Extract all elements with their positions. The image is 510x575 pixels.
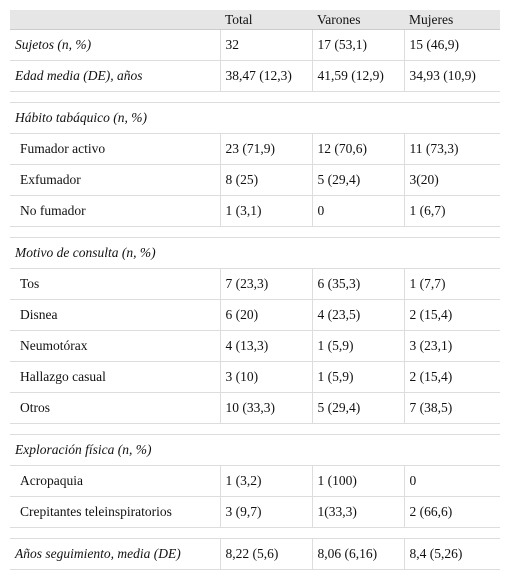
cell: 23 (71,9): [220, 133, 313, 165]
data-row: Hallazgo casual 3 (10) 1 (5,9) 2 (15,4): [10, 361, 500, 393]
cell: 3 (23,1): [404, 330, 500, 362]
spacer-row: [10, 91, 500, 103]
row-label: Tos: [10, 268, 221, 300]
data-row: Sujetos (n, %) 32 17 (53,1) 15 (46,9): [10, 29, 500, 61]
cell: 7 (23,3): [220, 268, 313, 300]
row-label: No fumador: [10, 195, 221, 227]
data-row: Tos 7 (23,3) 6 (35,3) 1 (7,7): [10, 268, 500, 300]
data-table: Total Varones Mujeres Sujetos (n, %) 32 17 (5…: [10, 10, 500, 570]
cell: 4 (23,5): [312, 299, 405, 331]
data-row: Exfumador 8 (25) 5 (29,4) 3(20): [10, 164, 500, 196]
header-cell: [10, 10, 220, 30]
cell: 12 (70,6): [312, 133, 405, 165]
section-title-row: Hábito tabáquico (n, %): [10, 102, 500, 134]
spacer-row: [10, 423, 500, 435]
row-label: Acropaquia: [10, 465, 221, 497]
cell: 3 (10): [220, 361, 313, 393]
table-body: Total Varones Mujeres Sujetos (n, %) 32 17 (5…: [10, 10, 500, 570]
row-label: Edad media (DE), años: [10, 60, 221, 92]
data-row: Otros 10 (33,3) 5 (29,4) 7 (38,5): [10, 392, 500, 424]
section-title-row: Motivo de consulta (n, %): [10, 237, 500, 269]
row-label: Disnea: [10, 299, 221, 331]
cell: 0: [404, 465, 500, 497]
data-row: Crepitantes teleinspiratorios 3 (9,7) 1(33…: [10, 496, 500, 528]
cell: 8,06 (6,16): [312, 538, 405, 570]
data-row: Acropaquia 1 (3,2) 1 (100) 0: [10, 465, 500, 497]
cell: 1 (7,7): [404, 268, 500, 300]
spacer-row: [10, 527, 500, 539]
row-label: Hallazgo casual: [10, 361, 221, 393]
cell: 1 (6,7): [404, 195, 500, 227]
cell: 4 (13,3): [220, 330, 313, 362]
spacer-cell: [10, 423, 500, 435]
cell: 1 (3,2): [220, 465, 313, 497]
cell: 6 (35,3): [312, 268, 405, 300]
cell: 3(20): [404, 164, 500, 196]
cell: 11 (73,3): [404, 133, 500, 165]
section-title: Hábito tabáquico (n, %): [10, 102, 500, 134]
row-label: Exfumador: [10, 164, 221, 196]
section-title-row: Exploración física (n, %): [10, 434, 500, 466]
cell: 1 (3,1): [220, 195, 313, 227]
cell: 1 (5,9): [312, 361, 405, 393]
spacer-cell: [10, 226, 500, 238]
cell: 3 (9,7): [220, 496, 313, 528]
header-cell: Mujeres: [404, 10, 500, 30]
row-label: Crepitantes teleinspiratorios: [10, 496, 221, 528]
cell: 15 (46,9): [404, 29, 500, 61]
row-label: Otros: [10, 392, 221, 424]
cell: 32: [220, 29, 313, 61]
cell: 7 (38,5): [404, 392, 500, 424]
cell: 2 (15,4): [404, 299, 500, 331]
cell: 0: [312, 195, 405, 227]
cell: 1 (100): [312, 465, 405, 497]
row-label: Neumotórax: [10, 330, 221, 362]
row-label: Sujetos (n, %): [10, 29, 221, 61]
section-title: Exploración física (n, %): [10, 434, 500, 466]
header-row: Total Varones Mujeres: [10, 10, 500, 30]
cell: 8 (25): [220, 164, 313, 196]
cell: 2 (15,4): [404, 361, 500, 393]
spacer-row: [10, 226, 500, 238]
data-row: Edad media (DE), años 38,47 (12,3) 41,59 (…: [10, 60, 500, 92]
cell: 1(33,3): [312, 496, 405, 528]
spacer-cell: [10, 91, 500, 103]
spacer-cell: [10, 527, 500, 539]
data-row: Años seguimiento, media (DE) 8,22 (5,6) 8,…: [10, 538, 500, 570]
cell: 38,47 (12,3): [220, 60, 313, 92]
data-row: No fumador 1 (3,1) 0 1 (6,7): [10, 195, 500, 227]
row-label: Fumador activo: [10, 133, 221, 165]
cell: 8,4 (5,26): [404, 538, 500, 570]
cell: 17 (53,1): [312, 29, 405, 61]
header-cell: Total: [220, 10, 312, 30]
cell: 1 (5,9): [312, 330, 405, 362]
cell: 5 (29,4): [312, 392, 405, 424]
header-cell: Varones: [312, 10, 404, 30]
cell: 41,59 (12,9): [312, 60, 405, 92]
cell: 10 (33,3): [220, 392, 313, 424]
data-row: Fumador activo 23 (71,9) 12 (70,6) 11 (73,3…: [10, 133, 500, 165]
section-title: Motivo de consulta (n, %): [10, 237, 500, 269]
cell: 8,22 (5,6): [220, 538, 313, 570]
cell: 5 (29,4): [312, 164, 405, 196]
data-row: Disnea 6 (20) 4 (23,5) 2 (15,4): [10, 299, 500, 331]
cell: 6 (20): [220, 299, 313, 331]
row-label: Años seguimiento, media (DE): [10, 538, 221, 570]
cell: 2 (66,6): [404, 496, 500, 528]
data-row: Neumotórax 4 (13,3) 1 (5,9) 3 (23,1): [10, 330, 500, 362]
cell: 34,93 (10,9): [404, 60, 500, 92]
